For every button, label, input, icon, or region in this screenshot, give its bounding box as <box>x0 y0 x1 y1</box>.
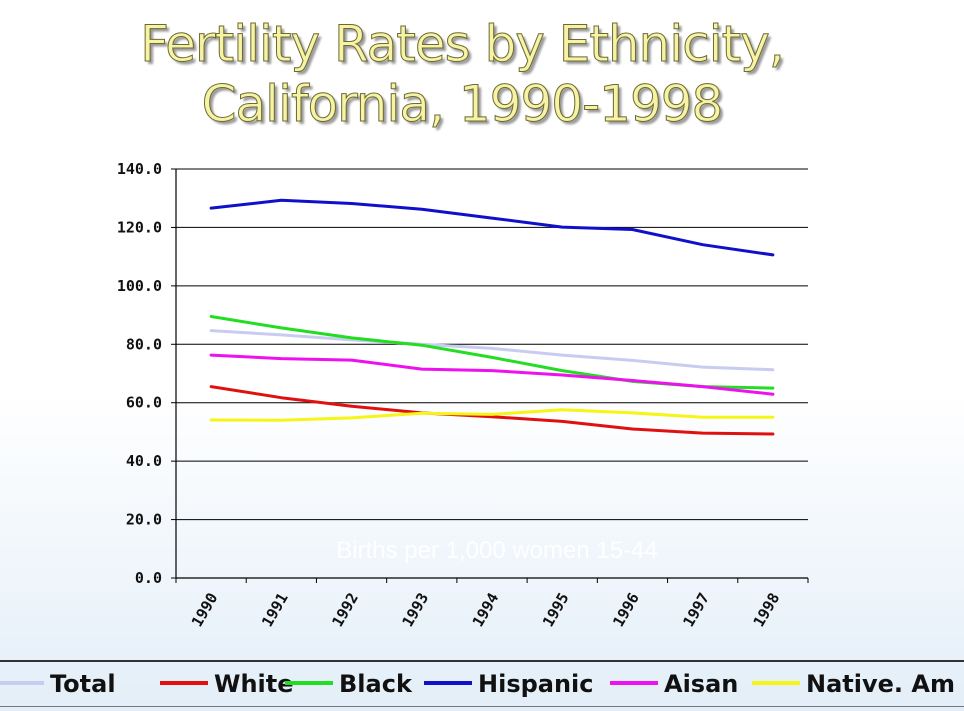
legend-swatch-aisan <box>610 681 658 685</box>
y-tick-label-5: 100.0 <box>117 277 162 295</box>
legend-label-total: Total <box>50 670 116 698</box>
y-tick-label-2: 40.0 <box>126 452 162 470</box>
series-line-total <box>209 329 775 372</box>
y-tick-label-1: 20.0 <box>126 511 162 529</box>
x-tick-label-1993: 1993 <box>399 590 433 630</box>
series-line-native-am <box>209 408 775 422</box>
y-axis-label: Births per 1,000 women 15-44 <box>336 537 658 564</box>
y-tick-label-4: 80.0 <box>126 335 162 353</box>
series-line-hispanic <box>209 198 775 257</box>
legend-swatch-hispanic <box>424 681 472 685</box>
x-tick-label-1990: 1990 <box>188 590 222 630</box>
chart-title-line-1: Fertility Rates by Ethnicity, <box>140 15 785 74</box>
chart-title: Fertility Rates by Ethnicity, California… <box>0 14 924 134</box>
legend-item-black: Black <box>285 670 412 698</box>
line-chart: 0.0 20.0 40.0 60.0 80.0 100.0 120.0 140.0 1990 19… <box>117 160 809 630</box>
legend-label-white: White <box>214 670 294 698</box>
series-line-aisan <box>209 353 775 396</box>
y-tick-label-3: 60.0 <box>126 394 162 412</box>
x-tick-label-1994: 1994 <box>469 590 503 630</box>
chart-legend: Total White Black Hispanic Aisan Native. Am <box>0 660 964 707</box>
legend-label-native-am: Native. Am <box>806 670 955 698</box>
y-tick-label-0: 0.0 <box>135 569 162 587</box>
x-tick-label-1992: 1992 <box>328 590 362 630</box>
series-line-white <box>209 385 775 436</box>
legend-swatch-black <box>285 681 333 685</box>
legend-label-hispanic: Hispanic <box>478 670 594 698</box>
x-tick-label-1995: 1995 <box>539 590 573 630</box>
legend-swatch-white <box>160 681 208 685</box>
legend-item-total: Total <box>0 670 116 698</box>
y-tick-label-7: 140.0 <box>117 160 162 178</box>
x-tick-label-1996: 1996 <box>609 590 643 630</box>
legend-item-white: White <box>160 670 294 698</box>
y-tick-label-6: 120.0 <box>117 218 162 236</box>
x-tick-label-1998: 1998 <box>750 590 784 630</box>
legend-item-hispanic: Hispanic <box>424 670 594 698</box>
chart-title-line-2: California, 1990-1998 <box>201 75 724 134</box>
x-tick-label-1997: 1997 <box>679 590 713 630</box>
legend-swatch-native-am <box>752 681 800 685</box>
legend-item-aisan: Aisan <box>610 670 738 698</box>
legend-label-black: Black <box>339 670 412 698</box>
x-tick-label-1991: 1991 <box>258 590 292 630</box>
legend-swatch-total <box>0 681 44 685</box>
legend-item-native-am: Native. Am <box>752 670 955 698</box>
series-line-black <box>209 315 775 390</box>
legend-label-aisan: Aisan <box>664 670 739 698</box>
